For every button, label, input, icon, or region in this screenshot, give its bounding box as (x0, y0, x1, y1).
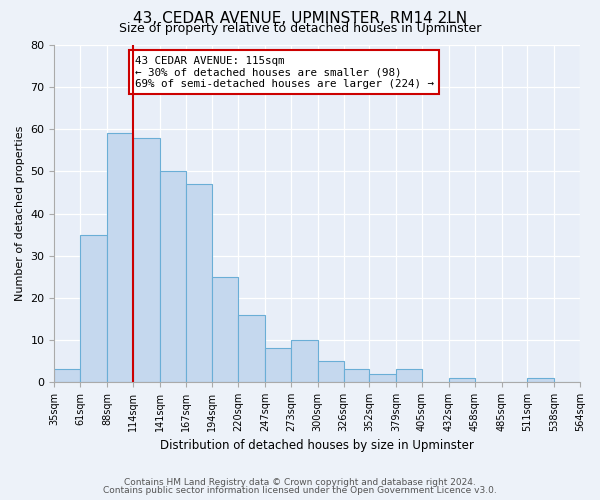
Bar (238, 314, 265, 382)
Y-axis label: Number of detached properties: Number of detached properties (15, 126, 25, 301)
Bar (449, 378, 475, 382)
Bar (133, 138, 160, 382)
Text: Contains HM Land Registry data © Crown copyright and database right 2024.: Contains HM Land Registry data © Crown c… (124, 478, 476, 487)
Bar (370, 374, 396, 382)
Bar (317, 361, 344, 382)
Bar (396, 370, 422, 382)
Bar (107, 134, 133, 382)
X-axis label: Distribution of detached houses by size in Upminster: Distribution of detached houses by size … (160, 440, 474, 452)
Bar (527, 378, 554, 382)
Bar (185, 184, 212, 382)
Bar (80, 234, 107, 382)
Text: Size of property relative to detached houses in Upminster: Size of property relative to detached ho… (119, 22, 481, 35)
Bar (212, 276, 238, 382)
Text: 43 CEDAR AVENUE: 115sqm
← 30% of detached houses are smaller (98)
69% of semi-de: 43 CEDAR AVENUE: 115sqm ← 30% of detache… (135, 56, 434, 88)
Bar (291, 340, 317, 382)
Bar (55, 370, 80, 382)
Bar (344, 370, 370, 382)
Text: 43, CEDAR AVENUE, UPMINSTER, RM14 2LN: 43, CEDAR AVENUE, UPMINSTER, RM14 2LN (133, 11, 467, 26)
Bar (160, 172, 185, 382)
Bar (265, 348, 291, 382)
Text: Contains public sector information licensed under the Open Government Licence v3: Contains public sector information licen… (103, 486, 497, 495)
